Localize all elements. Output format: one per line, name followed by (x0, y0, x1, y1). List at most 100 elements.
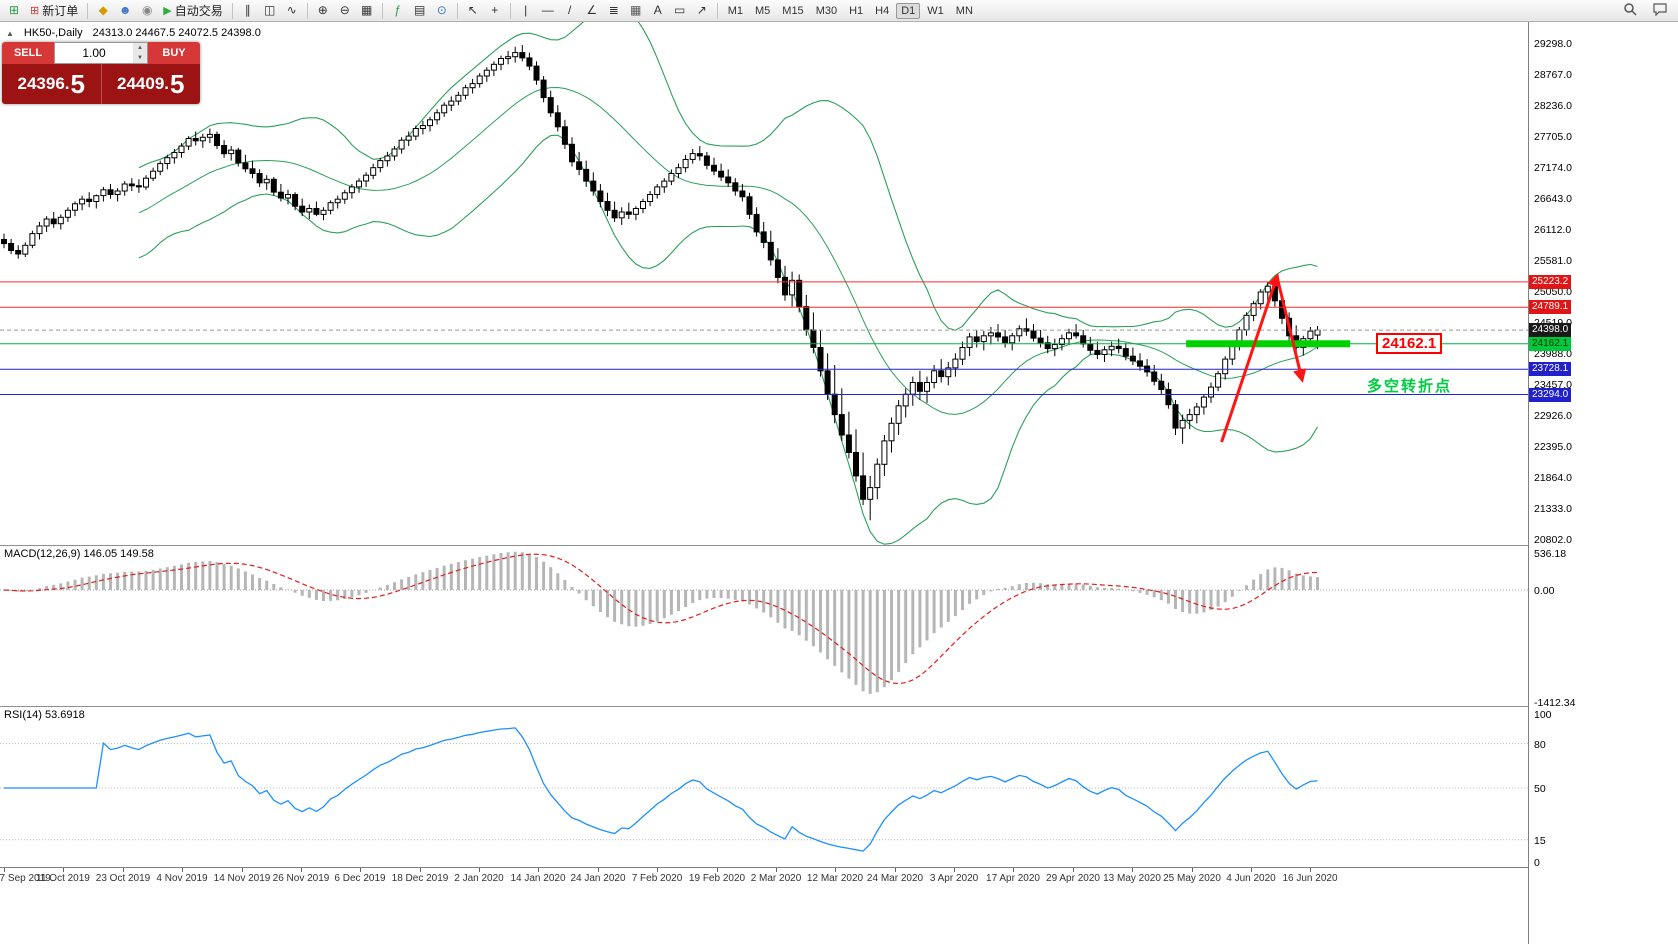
bar-chart-icon[interactable]: ∥ (244, 2, 251, 17)
community-icon[interactable]: ☻ (118, 2, 132, 17)
tf-M5[interactable]: M5 (755, 4, 771, 17)
date-label: 11 Oct 2019 (36, 873, 90, 884)
price-scale-label: 20802.0 (1534, 534, 1572, 546)
tf-W1[interactable]: W1 (927, 4, 944, 17)
time-tick (301, 868, 302, 872)
time-tick (895, 868, 896, 872)
tf-H1[interactable]: H1 (849, 4, 864, 17)
rsi-panel-chart[interactable] (0, 707, 1528, 867)
chat-icon[interactable] (1650, 2, 1670, 20)
time-tick (1310, 868, 1311, 872)
time-tick (954, 868, 955, 872)
date-label: 23 Oct 2019 (95, 873, 151, 884)
time-tick (360, 868, 361, 872)
indicators-icon[interactable]: ƒ (394, 2, 402, 17)
macd-signal-line (3, 553, 1318, 685)
buy-button[interactable]: BUY (148, 42, 200, 64)
new-order-button[interactable]: ⊞ 新订单 (25, 2, 83, 20)
price-scale-label: 27174.0 (1534, 162, 1572, 174)
price-tag-25223.2: 25223.2 (1529, 275, 1572, 289)
arrows-icon[interactable]: ↗ (696, 2, 707, 17)
price-scale-label: 26112.0 (1534, 224, 1572, 236)
buy-price-big-digit: 5 (170, 69, 185, 99)
panel-separator[interactable] (0, 706, 1678, 707)
label-icon[interactable]: ▭ (674, 2, 686, 17)
volume-up-icon[interactable]: ▲ (137, 45, 143, 51)
support-price-label[interactable]: 24162.1 (1376, 333, 1443, 354)
main-price-chart[interactable] (0, 22, 1528, 545)
vertical-line-icon[interactable]: | (524, 2, 528, 17)
buy-price[interactable]: 24409. 5 (102, 64, 201, 104)
horizontal-line-icon[interactable]: — (541, 2, 554, 17)
cursor-icon[interactable]: ↖ (467, 2, 478, 17)
up-arrow[interactable] (1220, 272, 1281, 443)
search-icon[interactable] (1620, 2, 1640, 20)
tf-MN[interactable]: MN (955, 4, 973, 17)
chart-window[interactable]: ▲ HK50-,Daily 24313.0 24467.5 24072.5 24… (0, 22, 1678, 944)
toolbar-separator (456, 2, 458, 19)
toolbar-items: ⊞ ⊞ 新订单 ◆ ☻ ◉ ▶ 自动交易 ∥ ◫ ∿ ⊕ ⊖ ▦ ƒ ▤ ⊙ ↖ + | — / ∠ ≣ ▦ A ▭ ↗ M1 M5 M15… (3, 0, 979, 22)
tf-D1[interactable]: D1 (896, 2, 921, 19)
down-arrow[interactable] (1275, 276, 1307, 383)
price-scale[interactable]: 25223.2 24789.1 24398.0 24162.1 23728.1 23294… (1528, 22, 1678, 944)
price-tag-24162.1: 24162.1 (1529, 337, 1572, 351)
date-label: 26 Nov 2019 (272, 873, 330, 884)
time-tick (717, 868, 718, 872)
rsi-scale-label: 0 (1534, 857, 1540, 869)
crosshair-icon[interactable]: + (491, 2, 499, 17)
data-window-icon[interactable]: ◉ (141, 2, 153, 17)
candles-layer (1, 45, 1321, 521)
macd-panel-chart[interactable] (0, 546, 1528, 706)
bollinger-upper-band (138, 22, 1318, 331)
sell-price[interactable]: 24396. 5 (2, 64, 102, 104)
collapse-panel-icon[interactable]: ▲ (6, 28, 14, 38)
auto-trading-button[interactable]: ▶ 自动交易 (158, 2, 227, 20)
candlestick-chart-icon[interactable]: ◫ (264, 2, 276, 17)
tf-H4[interactable]: H4 (875, 4, 890, 17)
price-tag-23728.1: 23728.1 (1529, 362, 1572, 376)
line-chart-icon[interactable]: ∿ (286, 2, 297, 17)
panel-separator[interactable] (0, 545, 1678, 546)
date-label: 24 Mar 2020 (866, 873, 924, 884)
grid-icon[interactable]: ▦ (630, 2, 642, 17)
auto-trading-button-icon: ▶ (163, 4, 172, 17)
trendline-icon[interactable]: / (568, 2, 572, 17)
channel-icon[interactable]: ∠ (586, 2, 598, 17)
volume-input[interactable] (55, 43, 133, 63)
new-chart-icon[interactable]: ⊞ (8, 2, 20, 17)
rsi-label: RSI(14) 53.6918 (4, 709, 85, 721)
symbol-period: HK50-,Daily (23, 27, 83, 39)
date-label: 16 Jun 2020 (1282, 873, 1338, 884)
fibonacci-icon[interactable]: ≣ (608, 2, 619, 17)
sell-price-big-digit: 5 (70, 69, 85, 99)
periods-icon[interactable]: ⊙ (436, 2, 447, 17)
toolbar-separator (306, 2, 308, 19)
macd-scale-label: -1412.34 (1534, 697, 1576, 709)
date-label: 12 Mar 2020 (806, 873, 864, 884)
tf-M15[interactable]: M15 (782, 4, 804, 17)
date-label: 18 Dec 2019 (391, 873, 449, 884)
tf-M30[interactable]: M30 (815, 4, 838, 17)
tile-windows-icon[interactable]: ▦ (361, 2, 373, 17)
text-icon[interactable]: A (653, 2, 662, 17)
profiles-icon[interactable]: ◆ (98, 2, 108, 17)
toolbar-separator (381, 2, 383, 19)
volume-down-icon[interactable]: ▼ (137, 55, 143, 61)
sell-button[interactable]: SELL (2, 42, 54, 64)
time-tick (1013, 868, 1014, 872)
templates-icon[interactable]: ▤ (414, 2, 426, 17)
tf-M1[interactable]: M1 (727, 4, 743, 17)
date-label: 7 Feb 2020 (631, 873, 683, 884)
date-label: 25 May 2020 (1163, 873, 1221, 884)
zoom-out-icon[interactable]: ⊖ (339, 2, 350, 17)
price-scale-label: 21864.0 (1534, 472, 1572, 484)
time-tick (479, 868, 480, 872)
ohlc-readout: 24313.0 24467.5 24072.5 24398.0 (92, 27, 261, 39)
toolbar-separator (716, 2, 718, 19)
trade-panel-controls: SELL ▲ ▼ BUY (2, 42, 200, 64)
time-tick (657, 868, 658, 872)
turning-point-annotation[interactable]: 多空转折点 (1367, 378, 1453, 395)
zoom-in-icon[interactable]: ⊕ (317, 2, 328, 17)
time-tick (182, 868, 183, 872)
